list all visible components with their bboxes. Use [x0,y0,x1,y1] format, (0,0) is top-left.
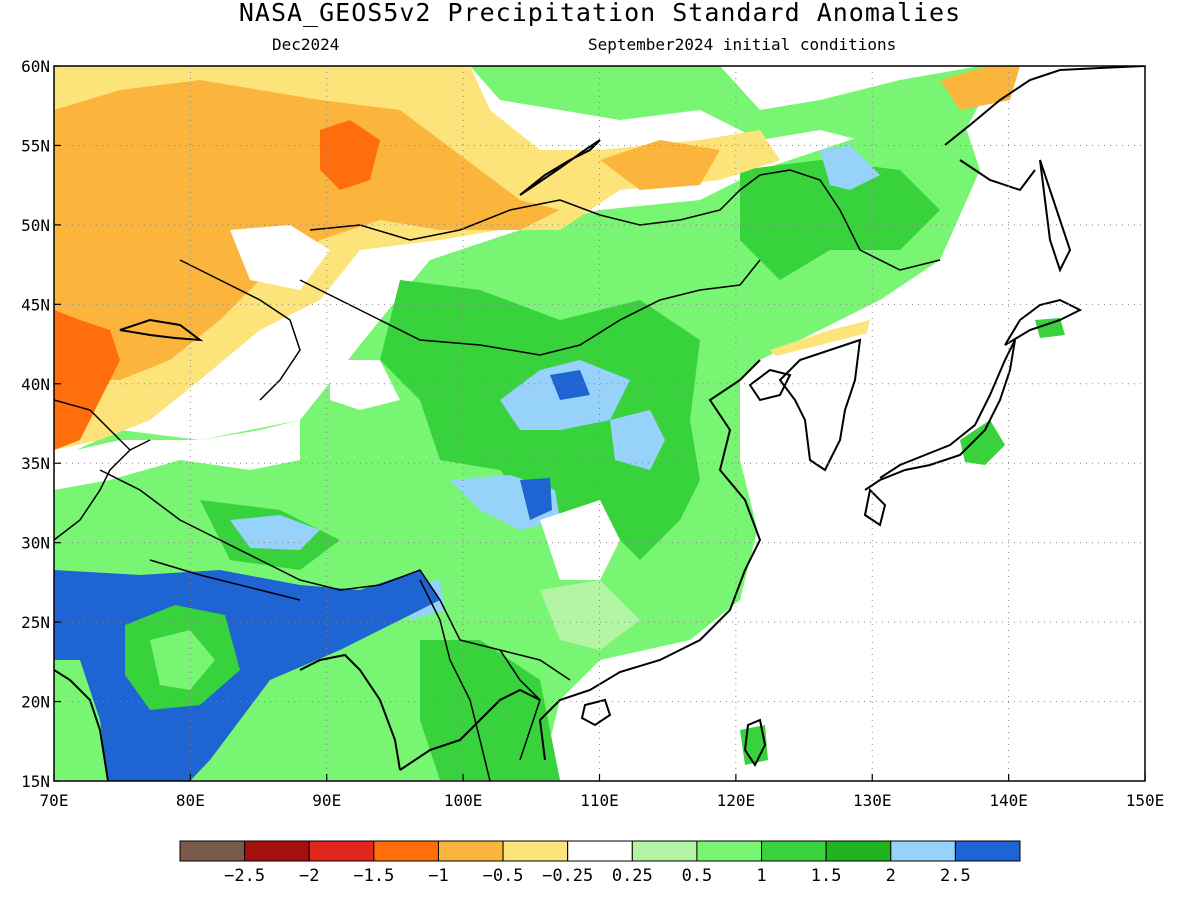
forecast-month: Dec2024 [272,35,340,54]
colorbar-swatch [437,840,504,862]
lat-tick-label: 50N [21,216,50,235]
colorbar-label: −2.5 [224,866,265,886]
lake-baikal [519,139,601,196]
country-borders [54,169,941,781]
colorbar-label: 1.5 [811,866,842,886]
colorbar-swatch [696,840,763,862]
anomaly-region-lightblue-2 [610,410,665,470]
chart-title: NASA_GEOS5v2 Precipitation Standard Anom… [238,0,962,27]
colorbar-label: −1 [428,866,448,886]
anomaly-region-blue-china-2 [520,478,552,520]
axis-ticks [53,65,1146,782]
coast-taiwan [743,718,767,767]
coast-kyushu [863,487,887,527]
lat-tick-label: 45N [21,295,50,314]
border-myanmar [419,579,491,781]
border-russia-mongolia [309,169,941,271]
lat-tick-label: 25N [21,613,50,632]
colorbar-swatch [631,840,698,862]
coast-india-west [54,669,109,781]
border-laos-vietnam [499,649,541,761]
coast-east-china [538,359,762,761]
colorbar-label: −1.5 [353,866,394,886]
coast-hokkaido [1004,298,1083,346]
lon-tick-label: 150E [1126,791,1165,810]
anomaly-region-orange-east [600,140,720,190]
colorbar-label: −0.25 [542,866,593,886]
anomaly-region-lightgreen-1 [540,580,640,650]
anomaly-field [54,66,1145,781]
lat-tick-label: 15N [21,772,50,791]
border-pakistan [54,449,131,541]
coast-bohai [748,368,792,402]
coastlines [54,66,1145,781]
colorbar-swatch [761,840,827,862]
colorbar-swatch [502,840,569,862]
coast-japan-honshu [864,339,1016,491]
lat-tick-label: 55N [21,136,50,155]
anomaly-region-lightgreen-india-core [150,630,215,690]
anomaly-region-blue-china [550,370,590,400]
colorbar-legend: −2.5 −2 −1.5 −1 −0.5 −0.25 0.25 0.5 1 1.5 2 2.5 [179,840,1021,886]
border-central-asia [54,399,151,451]
coast-indochina [399,688,541,771]
colorbar-swatch [373,840,439,862]
anomaly-region-white-4 [330,360,400,410]
lon-tick-label: 80E [176,791,205,810]
anomaly-region-lightblue-5 [230,515,320,550]
border-kazakhstan-china [179,259,301,401]
coast-bay-of-bengal [299,653,401,771]
colorbar-label: 0.5 [682,866,713,886]
anomaly-region-green-north [470,66,1000,150]
colorbar-swatch [567,840,633,862]
axis-labels: 70E 80E 90E 100E 110E 120E 130E 140E 150E 15N 20N 2… [21,57,1164,810]
anomaly-region-white-3 [230,225,330,290]
colorbar-label: −2 [299,866,319,886]
anomaly-region-darkorange-2 [320,120,380,190]
anomaly-region-green-japan [960,420,1005,465]
lon-tick-label: 110E [580,791,619,810]
anomaly-region-darkorange-kaz [54,310,120,450]
colorbar-label: −0.5 [483,866,524,886]
anomaly-region-green-taiwan [740,725,768,765]
anomaly-region-lightblue-4 [820,145,880,190]
anomaly-region-white-1 [54,420,300,490]
initial-conditions: September2024 initial conditions [588,35,897,54]
lat-tick-label: 60N [21,57,50,76]
anomaly-region-white-2 [540,500,620,580]
coast-korea [778,338,862,472]
colorbar-label: 2.5 [940,866,971,886]
colorbar-swatch [890,840,956,862]
colorbar-label: 2 [886,866,896,886]
colorbar-label: 0.25 [612,866,653,886]
anomaly-region-green-hokkaido [1035,318,1065,338]
colorbar-swatch [179,840,246,862]
lon-tick-label: 120E [717,791,756,810]
lon-tick-label: 130E [853,791,892,810]
anomaly-region-darkgreen-2 [740,160,940,280]
anomaly-region-orange-north [54,80,560,380]
lat-tick-label: 35N [21,454,50,473]
colorbar-swatch [954,840,1021,862]
colorbar-swatch [244,840,310,862]
lon-tick-label: 90E [312,791,341,810]
border-china-south [99,469,571,681]
coast-hainan [580,698,612,727]
coast-okhotsk-west [959,159,1036,192]
lat-tick-label: 30N [21,534,50,553]
colorbar-swatch [308,840,375,862]
lon-tick-label: 140E [989,791,1028,810]
coast-sakhalin [1039,159,1072,273]
border-mongolia-china [299,259,761,356]
colorbar-swatch [825,840,892,862]
lon-tick-label: 70E [40,791,69,810]
lake-balkhash [119,318,204,342]
border-india-nepal [149,559,301,601]
coast-okhotsk [944,66,1145,146]
colorbar-label: 1 [756,866,766,886]
lon-tick-label: 100E [444,791,483,810]
lat-tick-label: 40N [21,375,50,394]
lat-tick-label: 20N [21,693,50,712]
